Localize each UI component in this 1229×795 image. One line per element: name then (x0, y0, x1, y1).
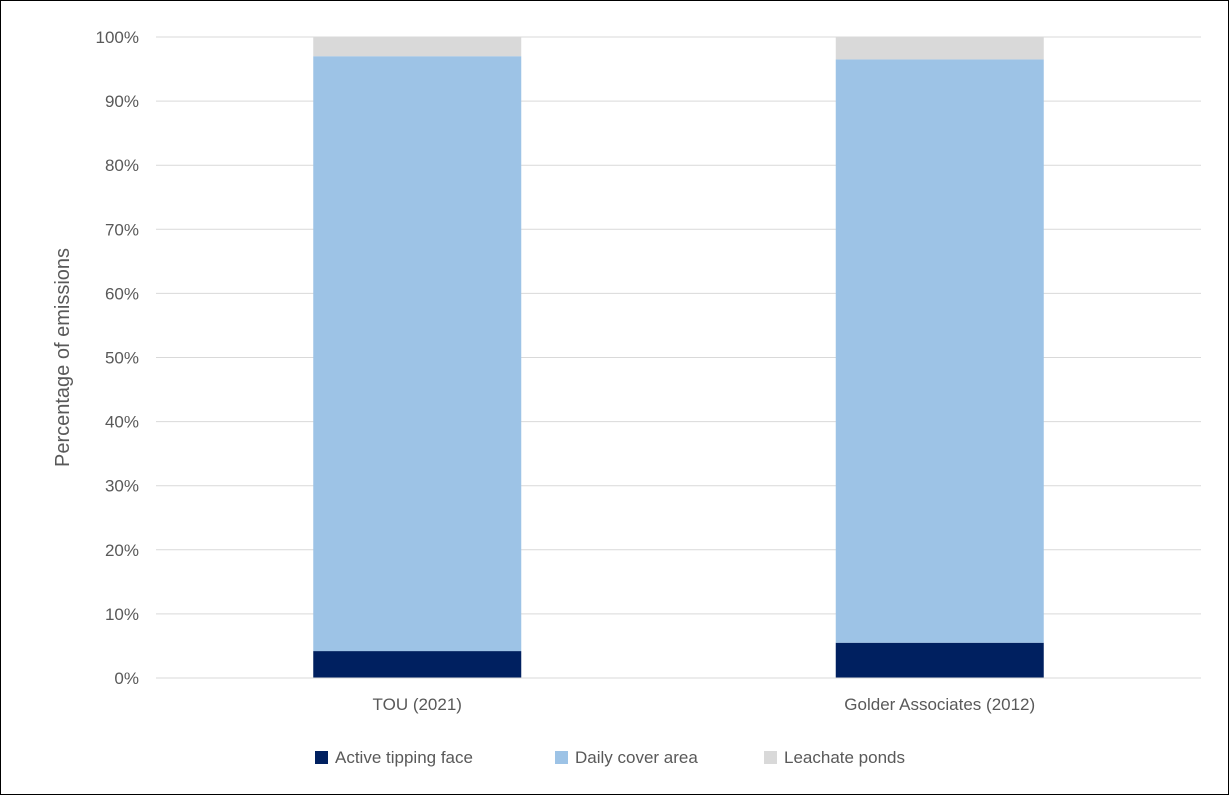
bar-segment-leachate-ponds (313, 37, 522, 57)
y-tick-label: 50% (105, 349, 139, 368)
x-tick-label: Golder Associates (2012) (844, 695, 1035, 714)
bar-segment-active-tipping-face (835, 642, 1044, 678)
bar-segment-daily-cover-area (835, 59, 1044, 643)
y-tick-label: 90% (105, 92, 139, 111)
y-tick-label: 80% (105, 156, 139, 175)
y-tick-label: 40% (105, 413, 139, 432)
legend-label: Daily cover area (575, 748, 698, 767)
y-tick-label: 70% (105, 220, 139, 239)
bars (313, 37, 1044, 678)
legend-swatch (764, 751, 777, 764)
legend: Active tipping face Daily cover area Leach… (315, 748, 905, 767)
x-tick-label: TOU (2021) (373, 695, 462, 714)
y-tick-label: 20% (105, 541, 139, 560)
bar-segment-active-tipping-face (313, 651, 522, 678)
legend-swatch (555, 751, 568, 764)
gridlines (156, 36, 1201, 615)
y-axis-title: Percentage of emissions (52, 248, 74, 467)
y-tick-label: 10% (105, 605, 139, 624)
y-tick-label: 100% (96, 28, 139, 47)
y-tick-label: 0% (114, 669, 139, 688)
legend-swatch (315, 751, 328, 764)
legend-label: Active tipping face (335, 748, 473, 767)
bar-segment-leachate-ponds (835, 37, 1044, 60)
y-tick-label: 30% (105, 477, 139, 496)
x-axis-ticks: TOU (2021) Golder Associates (2012) (373, 695, 1036, 714)
y-tick-label: 60% (105, 284, 139, 303)
bar-segment-daily-cover-area (313, 56, 522, 652)
y-axis-ticks: 0% 10% 20% 30% 40% 50% 60% 70% 80% 90% 100% (96, 28, 139, 688)
legend-label: Leachate ponds (784, 748, 905, 767)
